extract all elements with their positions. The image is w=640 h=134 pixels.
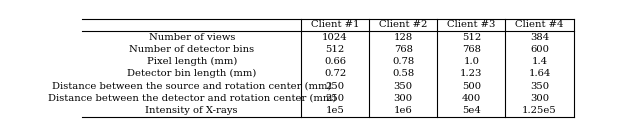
Text: Distance between the source and rotation center (mm): Distance between the source and rotation… xyxy=(52,82,332,91)
Text: Client #1: Client #1 xyxy=(311,20,359,29)
Text: 1.25e5: 1.25e5 xyxy=(522,106,557,115)
Text: Client #4: Client #4 xyxy=(515,20,564,29)
Text: 1.64: 1.64 xyxy=(528,69,550,78)
Text: 128: 128 xyxy=(394,33,413,42)
Text: 600: 600 xyxy=(530,45,549,54)
Text: 512: 512 xyxy=(461,33,481,42)
Text: Client #3: Client #3 xyxy=(447,20,495,29)
Text: Client #2: Client #2 xyxy=(379,20,428,29)
Text: 512: 512 xyxy=(325,45,345,54)
Text: 400: 400 xyxy=(461,94,481,103)
Text: 0.78: 0.78 xyxy=(392,57,414,66)
Text: Number of detector bins: Number of detector bins xyxy=(129,45,254,54)
Text: 1.23: 1.23 xyxy=(460,69,483,78)
Text: Detector bin length (mm): Detector bin length (mm) xyxy=(127,69,257,78)
Text: Number of views: Number of views xyxy=(148,33,235,42)
Text: 384: 384 xyxy=(530,33,549,42)
Text: 768: 768 xyxy=(462,45,481,54)
Text: 1e5: 1e5 xyxy=(326,106,344,115)
Text: Intensity of X-rays: Intensity of X-rays xyxy=(145,106,238,115)
Text: 0.58: 0.58 xyxy=(392,69,414,78)
Text: 250: 250 xyxy=(326,82,344,91)
Text: 768: 768 xyxy=(394,45,413,54)
Text: 250: 250 xyxy=(326,94,344,103)
Text: 1024: 1024 xyxy=(322,33,348,42)
Text: 1.4: 1.4 xyxy=(531,57,547,66)
Text: 0.72: 0.72 xyxy=(324,69,346,78)
Text: 350: 350 xyxy=(530,82,549,91)
Text: 500: 500 xyxy=(461,82,481,91)
Text: 5e4: 5e4 xyxy=(462,106,481,115)
Text: 350: 350 xyxy=(394,82,413,91)
Text: Distance between the detector and rotation center (mm): Distance between the detector and rotati… xyxy=(47,94,336,103)
Text: 1.0: 1.0 xyxy=(463,57,479,66)
Text: 300: 300 xyxy=(394,94,413,103)
Text: 300: 300 xyxy=(530,94,549,103)
Text: Pixel length (mm): Pixel length (mm) xyxy=(147,57,237,66)
Text: 1e6: 1e6 xyxy=(394,106,413,115)
Text: 0.66: 0.66 xyxy=(324,57,346,66)
